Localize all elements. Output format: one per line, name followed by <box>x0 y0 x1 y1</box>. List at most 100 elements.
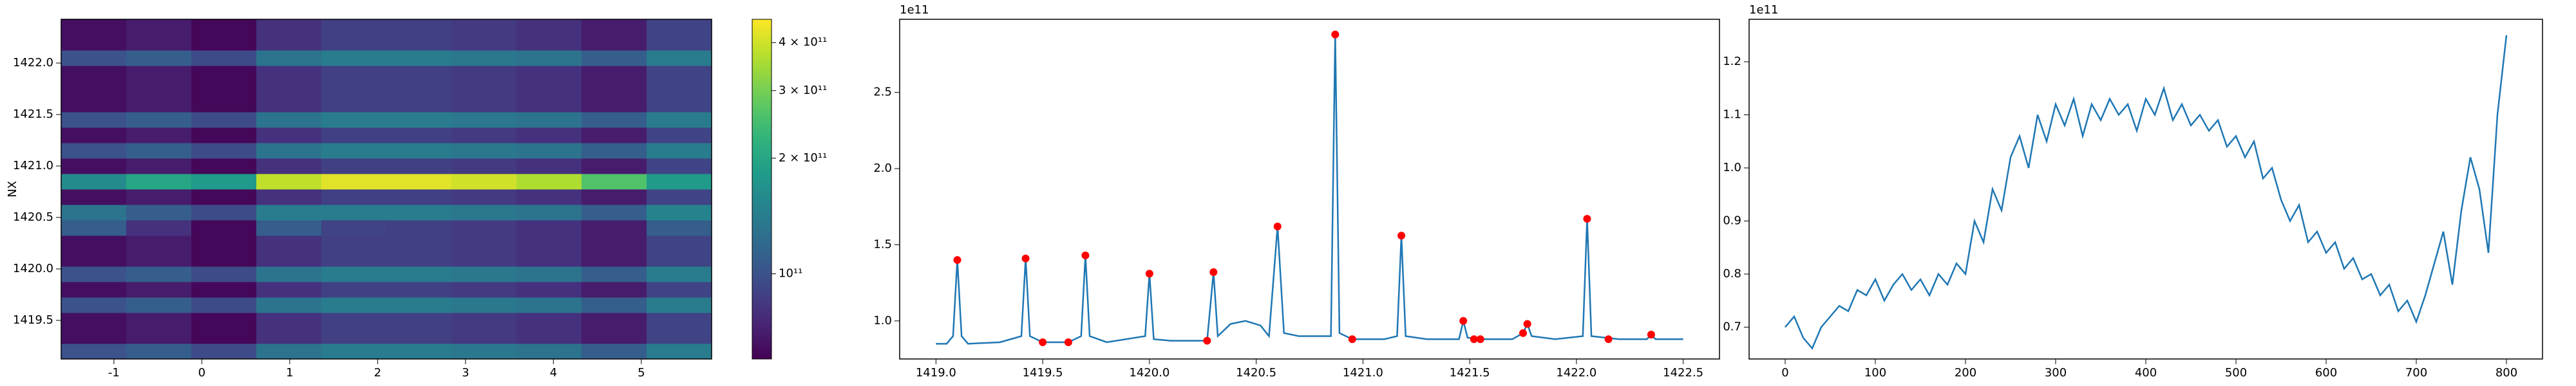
heatmap-cell <box>126 19 192 35</box>
heatmap-cell <box>61 96 127 113</box>
heatmap-cell <box>647 112 712 128</box>
heatmap-cell <box>126 189 192 205</box>
heatmap-cell <box>516 143 582 159</box>
heatmap-cell <box>386 19 452 35</box>
heatmap-cell <box>451 205 517 221</box>
heatmap-cell <box>647 344 712 360</box>
y-tick-label: 1420.5 <box>13 210 53 224</box>
heatmap-cell <box>191 235 257 252</box>
heatmap-cell <box>647 143 712 159</box>
heatmap-cell <box>516 205 582 221</box>
x-tick-label: 1422.0 <box>1556 366 1596 380</box>
x-tick-label: 1 <box>286 366 293 380</box>
heatmap-cell <box>647 266 712 282</box>
heatmap-cell <box>126 112 192 128</box>
peak-marker <box>1523 320 1531 328</box>
heatmap-cell <box>582 220 647 236</box>
colorbar-tick-label: 10¹¹ <box>779 267 802 280</box>
heatmap-cell <box>516 344 582 360</box>
heatmap-cell <box>386 282 452 298</box>
heatmap-cell <box>647 297 712 313</box>
heatmap-cell <box>582 35 647 51</box>
heatmap-cell <box>256 328 322 344</box>
heatmap-cell <box>451 282 517 298</box>
y-tick-label: 1422.0 <box>13 56 53 69</box>
heatmap-cell <box>516 328 582 344</box>
offset-text: 1e11 <box>900 3 929 17</box>
y-tick-label: 0.7 <box>1723 320 1741 334</box>
heatmap-cell <box>191 66 257 82</box>
heatmap-cell <box>582 251 647 267</box>
heatmap-cell <box>256 66 322 82</box>
x-tick-label: 100 <box>1864 366 1886 380</box>
heatmap-cell <box>451 112 517 128</box>
heatmap-cell <box>126 50 192 66</box>
heatmap-cell <box>126 235 192 252</box>
heatmap-cell <box>61 297 127 313</box>
x-tick-label: 1422.5 <box>1663 366 1703 380</box>
heatmap-cell <box>451 344 517 360</box>
heatmap-cell <box>191 282 257 298</box>
heatmap-cell <box>61 112 127 128</box>
heatmap-cell <box>647 96 712 113</box>
heatmap-cell <box>61 235 127 252</box>
peak-marker <box>1203 336 1211 345</box>
heatmap-cell <box>647 220 712 236</box>
heatmap-cell <box>451 189 517 205</box>
heatmap-cell <box>256 81 322 97</box>
heatmap-cell <box>516 158 582 174</box>
heatmap-cell <box>191 96 257 113</box>
heatmap-cell <box>516 266 582 282</box>
heatmap-cell <box>386 328 452 344</box>
colorbar-tick-label: 2 × 10¹¹ <box>779 151 827 165</box>
heatmap-cell <box>516 282 582 298</box>
heatmap-cell <box>61 143 127 159</box>
y-tick-label: 1420.0 <box>13 262 53 275</box>
heatmap-cell <box>647 66 712 82</box>
heatmap-cell <box>451 19 517 35</box>
heatmap-cell <box>256 127 322 143</box>
heatmap-cell <box>321 189 387 205</box>
heatmap-cell <box>582 205 647 221</box>
heatmap-cell <box>582 81 647 97</box>
heatmap-cell <box>126 220 192 236</box>
heatmap-cell <box>256 143 322 159</box>
heatmap-cell <box>256 220 322 236</box>
heatmap-cell <box>516 35 582 51</box>
colorbar-tick-label: 4 × 10¹¹ <box>779 35 827 49</box>
heatmap-cell <box>516 112 582 128</box>
y-tick-label: 1.1 <box>1723 108 1741 122</box>
heatmap-cell <box>321 96 387 113</box>
heatmap-cell <box>582 112 647 128</box>
heatmap-cell <box>126 251 192 267</box>
colorbar-tick-label: 3 × 10¹¹ <box>779 84 827 97</box>
heatmap-cell <box>516 174 582 190</box>
heatmap-cell <box>386 313 452 329</box>
y-tick-label: 1421.5 <box>13 107 53 121</box>
peak-marker <box>1021 254 1030 262</box>
heatmap-cell <box>386 66 452 82</box>
heatmap-cell <box>61 344 127 360</box>
heatmap-cell <box>647 251 712 267</box>
heatmap-cell <box>451 66 517 82</box>
heatmap-cell <box>321 313 387 329</box>
heatmap-cell <box>191 266 257 282</box>
heatmap-cell <box>321 251 387 267</box>
heatmap-cell <box>256 297 322 313</box>
peak-marker <box>953 256 961 264</box>
heatmap-cell <box>451 81 517 97</box>
heatmap-cell <box>191 50 257 66</box>
heatmap-cell <box>451 50 517 66</box>
heatmap-cell <box>386 174 452 190</box>
heatmap-cell <box>256 282 322 298</box>
heatmap-cell <box>321 127 387 143</box>
x-tick-label: 300 <box>2045 366 2067 380</box>
heatmap-cell <box>126 344 192 360</box>
heatmap-cell <box>256 313 322 329</box>
heatmap-cell <box>582 50 647 66</box>
x-tick-label: 4 <box>550 366 557 380</box>
heatmap-cell <box>321 174 387 190</box>
y-tick-label: 1.0 <box>873 314 892 327</box>
heatmap-cell <box>61 328 127 344</box>
peak-marker <box>1459 317 1468 325</box>
